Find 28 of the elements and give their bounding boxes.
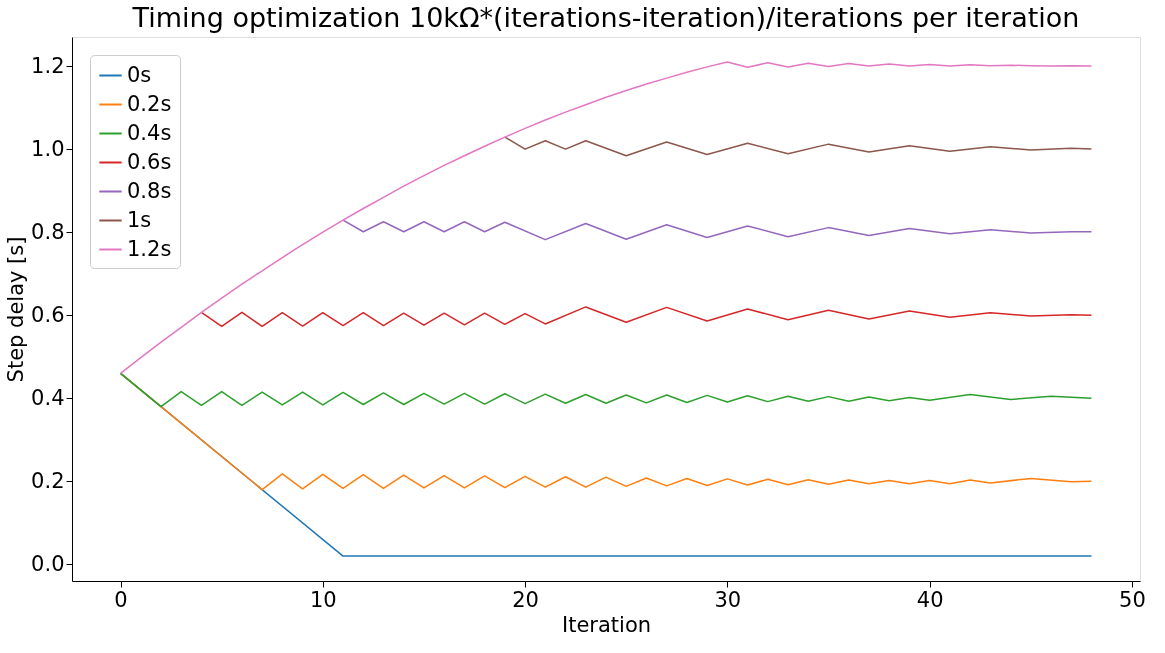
line-series bbox=[504, 136, 1093, 157]
line-series bbox=[200, 306, 1093, 328]
legend-label: 0.8s bbox=[127, 178, 172, 203]
y-tick-label: 0.6 bbox=[31, 302, 65, 327]
legend-label: 0.6s bbox=[127, 149, 172, 174]
legend-label: 1.2s bbox=[127, 236, 172, 261]
y-tick-label: 1.2 bbox=[31, 53, 65, 78]
line-series bbox=[342, 219, 1093, 241]
x-tick-label: 0 bbox=[114, 587, 128, 612]
y-axis-title: Step delay [s] bbox=[4, 236, 29, 383]
legend-label: 0.4s bbox=[127, 120, 172, 145]
legend-label: 1s bbox=[127, 207, 152, 232]
y-tick-label: 0.8 bbox=[31, 219, 65, 244]
x-tick-label: 40 bbox=[916, 587, 944, 612]
x-axis-title: Iteration bbox=[561, 612, 652, 637]
legend-label: 0s bbox=[127, 62, 152, 87]
x-tick-label: 10 bbox=[309, 587, 337, 612]
y-tick-label: 1.0 bbox=[31, 136, 65, 161]
x-tick-label: 50 bbox=[1119, 587, 1146, 612]
line-series bbox=[119, 372, 1093, 408]
line-series bbox=[119, 61, 1093, 375]
y-tick-label: 0.0 bbox=[31, 551, 65, 576]
chart-title: Timing optimization 10kΩ*(iterations-iteration)/iterations per iteration bbox=[131, 2, 1080, 33]
y-tick-label: 0.4 bbox=[31, 385, 65, 410]
x-tick-label: 30 bbox=[714, 587, 742, 612]
legend-label: 0.2s bbox=[127, 91, 172, 116]
x-tick-label: 20 bbox=[512, 587, 539, 612]
y-tick-label: 0.2 bbox=[31, 468, 65, 493]
